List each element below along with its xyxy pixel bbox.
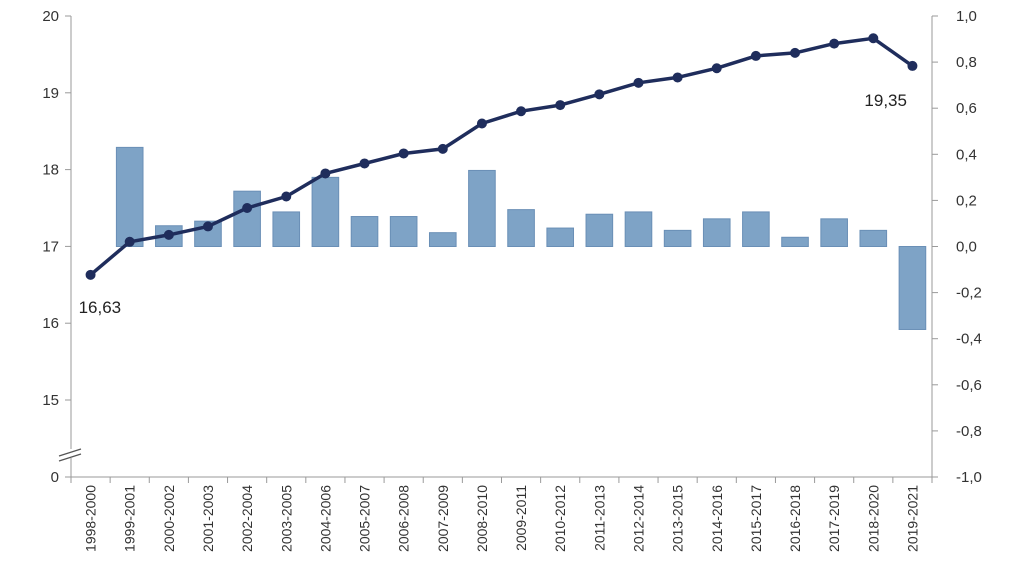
- axis-break-mark: [58, 448, 82, 457]
- line-point: [633, 77, 644, 88]
- data-label: 19,35: [864, 91, 907, 110]
- x-tick-label: 2002-2004: [239, 485, 255, 552]
- bar: [898, 246, 927, 330]
- x-tick-label: 2009-2011: [513, 485, 529, 551]
- bar: [428, 232, 457, 247]
- left-tick-label: 20: [42, 8, 59, 25]
- bar: [233, 190, 261, 247]
- bar: [389, 216, 418, 248]
- line-point: [163, 229, 174, 240]
- line-point: [555, 100, 566, 111]
- bar: [663, 229, 692, 248]
- line-point: [476, 118, 487, 129]
- line-point: [85, 269, 96, 280]
- bar: [585, 213, 614, 247]
- right-tick-label: -0,8: [956, 423, 982, 440]
- axis-break-gap: [61, 449, 81, 458]
- bar: [468, 169, 496, 247]
- bar: [350, 216, 379, 248]
- right-tick-label: 0,2: [956, 192, 977, 209]
- x-tick-label: 2008-2010: [474, 485, 490, 552]
- x-tick-label: 2006-2008: [396, 485, 412, 552]
- right-tick-label: 0,8: [956, 54, 977, 71]
- line-point: [750, 50, 761, 61]
- line-point: [672, 72, 683, 83]
- left-tick-label: 16: [42, 315, 59, 332]
- x-tick-label: 1998-2000: [83, 485, 99, 552]
- x-tick-label: 2018-2020: [865, 485, 881, 552]
- left-tick-label: 19: [42, 85, 59, 102]
- right-tick-label: 0,6: [956, 100, 977, 117]
- line-point: [320, 168, 331, 179]
- line-point: [868, 33, 879, 44]
- line-point: [242, 203, 253, 213]
- left-tick-label: 0: [51, 469, 59, 486]
- line-point: [398, 148, 409, 159]
- x-tick-label: 2001-2003: [200, 485, 216, 552]
- x-tick-label: 2013-2015: [670, 485, 686, 552]
- data-label: 16,63: [79, 298, 122, 317]
- x-tick-label: 2010-2012: [552, 485, 568, 552]
- line-point: [907, 60, 918, 71]
- line-point: [202, 221, 213, 232]
- left-tick-label: 17: [42, 238, 59, 255]
- bar: [507, 209, 535, 247]
- x-tick-label: 2011-2013: [591, 485, 607, 551]
- line-point: [281, 191, 292, 202]
- right-tick-label: -1,0: [956, 469, 982, 486]
- right-tick-label: -0,6: [956, 377, 982, 394]
- left-tick-label: 15: [42, 392, 59, 409]
- x-tick-label: 2005-2007: [357, 485, 373, 552]
- line-point: [829, 38, 840, 49]
- line-point: [790, 47, 801, 58]
- line-point: [516, 106, 527, 117]
- bar: [624, 211, 653, 248]
- x-tick-label: 2007-2009: [435, 485, 451, 552]
- bar: [742, 211, 770, 248]
- x-tick-label: 2019-2021: [904, 485, 920, 552]
- x-tick-label: 2000-2002: [161, 485, 177, 552]
- line-point: [359, 158, 370, 169]
- line-point: [711, 63, 722, 74]
- right-tick-label: 1,0: [956, 8, 977, 25]
- right-tick-label: -0,2: [956, 285, 982, 302]
- right-tick-label: 0,4: [956, 146, 977, 163]
- line-point: [124, 236, 135, 247]
- right-tick-label: -0,4: [956, 331, 982, 348]
- bar: [820, 218, 848, 247]
- bar: [859, 229, 888, 248]
- x-tick-label: 2012-2014: [630, 485, 646, 552]
- x-tick-label: 2003-2005: [278, 485, 294, 552]
- bar: [272, 211, 301, 248]
- left-tick-label: 18: [42, 162, 59, 179]
- x-tick-label: 2017-2019: [826, 485, 842, 552]
- x-tick-label: 2016-2018: [787, 485, 803, 552]
- x-tick-label: 2014-2016: [709, 485, 725, 552]
- line-series: [89, 36, 914, 277]
- bar: [311, 176, 340, 248]
- x-tick-label: 1999-2001: [122, 485, 138, 552]
- bar: [546, 227, 575, 247]
- bar: [781, 236, 809, 247]
- x-tick-label: 2004-2006: [317, 485, 333, 552]
- bar: [115, 146, 144, 247]
- x-tick-label: 2015-2017: [748, 485, 764, 552]
- bar: [702, 218, 731, 247]
- right-tick-label: 0,0: [956, 239, 977, 256]
- line-point: [437, 143, 448, 154]
- axis-break-mark: [58, 453, 82, 462]
- line-point: [594, 89, 605, 100]
